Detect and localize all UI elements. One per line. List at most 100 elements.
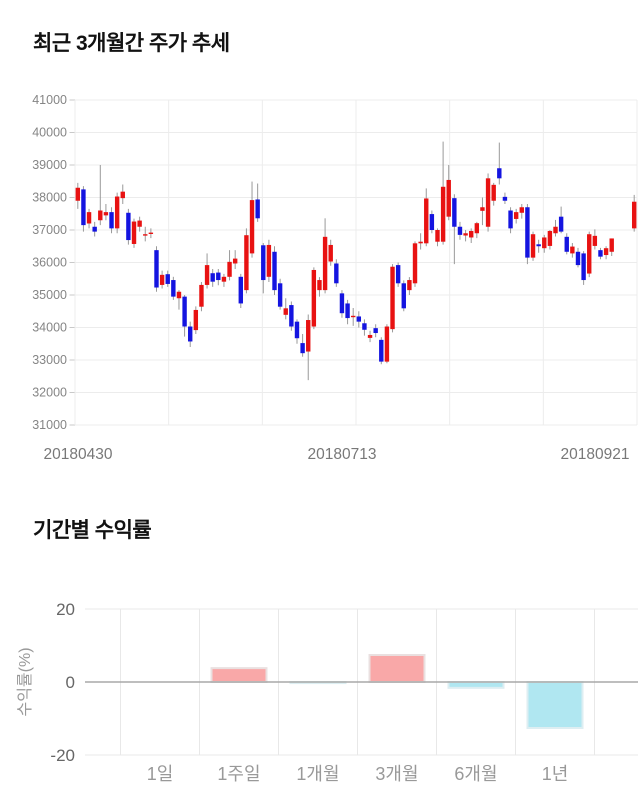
candle-down	[345, 303, 350, 319]
price-chart: 41000 40000 39000 38000 37000 36000 35000 34000…	[32, 93, 638, 463]
candle-down	[216, 272, 221, 281]
price-x-axis-labels: 20180430 20180713 20180921	[44, 446, 630, 463]
returns-y-ticks: 20 0 -20	[50, 600, 75, 765]
candle-up	[221, 276, 227, 282]
candle-down	[109, 212, 114, 229]
candle-up	[148, 232, 154, 234]
candle-up	[120, 191, 125, 199]
candle-down	[171, 280, 176, 297]
return-bar-1년	[526, 681, 584, 729]
category-label: 1개월	[296, 764, 339, 784]
candle-down	[429, 214, 435, 230]
price-date-label: 20180430	[44, 446, 113, 463]
candle-up	[480, 207, 485, 211]
candle-up	[75, 187, 81, 201]
candle-up	[412, 243, 418, 284]
candle-up	[384, 326, 390, 362]
candle-down	[277, 283, 283, 307]
candle-up	[519, 207, 524, 213]
candle-up	[159, 274, 165, 285]
candle-up	[244, 235, 249, 291]
price-y-tick: 32000	[32, 386, 67, 400]
candle-up	[266, 244, 272, 277]
candle-up	[176, 291, 182, 299]
candle-up	[513, 212, 519, 219]
category-label: 6개월	[454, 764, 497, 784]
candle-up	[474, 223, 480, 234]
candle-down	[581, 253, 586, 281]
price-y-tick: 34000	[32, 321, 67, 335]
candle-up	[542, 237, 547, 249]
candle-up	[418, 241, 423, 244]
candle-up	[199, 284, 204, 307]
price-chart-title: 최근 3개월간 주가 추세	[33, 32, 230, 55]
candle-up	[570, 246, 575, 254]
candle-up	[587, 234, 592, 274]
return-bar-6개월	[447, 681, 505, 689]
candle-up	[137, 220, 142, 227]
candle-up	[193, 309, 199, 331]
price-y-tick: 37000	[32, 223, 67, 237]
price-y-tick: 39000	[32, 158, 67, 172]
candle-down	[255, 199, 260, 219]
candle-down	[356, 316, 362, 322]
candle-down	[575, 251, 581, 266]
category-label: 1년	[542, 764, 569, 784]
candle-down	[165, 274, 170, 284]
candle-down	[188, 326, 193, 342]
candle-down	[525, 207, 530, 258]
candle-down	[497, 168, 502, 179]
candle-up	[469, 230, 474, 238]
candle-down	[339, 293, 345, 314]
category-label: 3개월	[375, 764, 418, 784]
candle-down	[334, 263, 339, 284]
candle-up	[390, 266, 395, 330]
returns-bars	[210, 653, 584, 729]
candle-up	[609, 238, 614, 252]
price-grid: 41000 40000 39000 38000 37000 36000 35000 34000…	[32, 93, 638, 432]
candle-up	[328, 244, 333, 262]
candles	[75, 141, 637, 381]
price-y-tick: 33000	[32, 353, 67, 367]
price-y-tick: 40000	[32, 126, 67, 140]
returns-y-tick: 20	[56, 600, 75, 619]
candle-up	[631, 201, 637, 229]
candle-up	[131, 221, 137, 244]
candle-down	[261, 245, 266, 281]
candle-up	[204, 265, 210, 285]
returns-chart: 20 0 -20 1일 1주일 1개월 3개월 6개월 1년 수익률(%)	[16, 600, 638, 784]
candle-up	[114, 196, 120, 229]
returns-y-axis-title: 수익률(%)	[16, 647, 34, 716]
price-y-tick: 31000	[32, 418, 67, 432]
return-bar-1주일	[210, 667, 268, 683]
candle-down	[92, 226, 97, 232]
candle-down	[210, 273, 215, 282]
candle-up	[367, 334, 373, 338]
candle-up	[485, 178, 491, 227]
candle-up	[350, 315, 356, 318]
candle-up	[232, 258, 238, 264]
candle-down	[362, 323, 367, 330]
returns-y-tick: 0	[66, 673, 75, 692]
candle-up	[407, 280, 412, 291]
category-label: 1일	[147, 764, 174, 784]
candle-down	[598, 250, 603, 257]
candle-up	[103, 212, 109, 216]
price-y-tick: 41000	[32, 93, 67, 107]
candle-up	[283, 308, 288, 315]
candle-up	[603, 248, 609, 256]
candle-up	[592, 235, 598, 246]
returns-y-tick: -20	[50, 746, 75, 765]
returns-category-labels: 1일 1주일 1개월 3개월 6개월 1년	[147, 764, 569, 784]
price-y-tick: 36000	[32, 256, 67, 270]
candle-up	[435, 230, 440, 242]
candle-down	[564, 236, 569, 252]
candle-down	[457, 226, 463, 235]
candle-down	[300, 343, 305, 354]
price-date-label: 20180921	[561, 446, 630, 463]
candle-down	[154, 250, 159, 288]
candle-down	[81, 189, 86, 226]
candle-up	[446, 179, 451, 217]
candle-down	[401, 283, 406, 309]
